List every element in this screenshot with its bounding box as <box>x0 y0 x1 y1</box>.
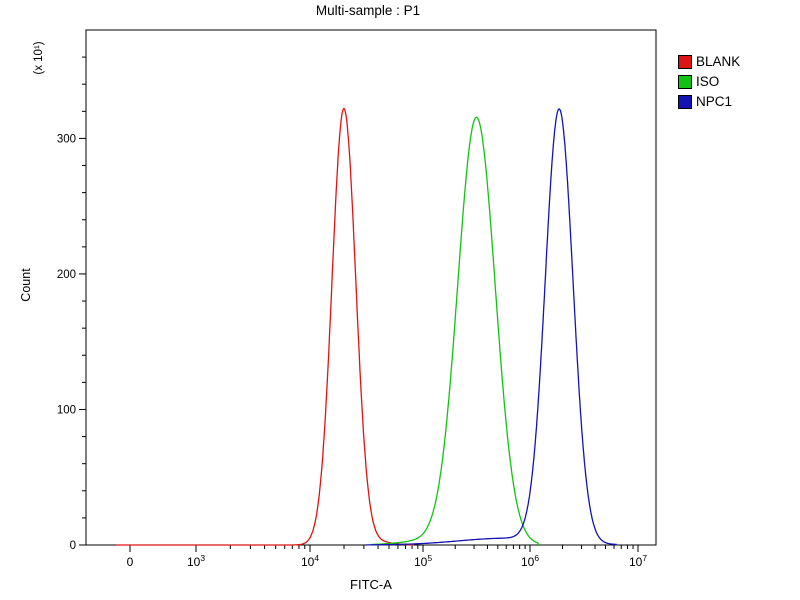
curves <box>116 107 618 546</box>
x-tick-label: 104 <box>301 553 319 569</box>
y-axis-multiplier: (x 10¹) <box>33 41 45 74</box>
legend-swatch-iso <box>678 75 692 89</box>
legend-item-iso: ISO <box>678 72 740 92</box>
x-axis-ticks <box>129 545 639 552</box>
legend-label-iso: ISO <box>696 74 720 89</box>
x-tick-label: 105 <box>414 553 432 569</box>
x-tick-label: 107 <box>629 553 647 569</box>
y-axis-ticks <box>79 56 86 546</box>
plot-border <box>85 29 657 546</box>
x-tick-label: 0 <box>127 555 134 569</box>
legend-swatch-npc1 <box>678 95 692 109</box>
axis-tick-labels: 0 100 200 300 0 103 104 105 106 107 <box>57 133 648 569</box>
legend-item-blank: BLANK <box>678 52 740 72</box>
chart-title: Multi-sample : P1 <box>316 3 420 18</box>
curve-blank <box>116 107 415 546</box>
y-tick-label: 300 <box>57 133 76 145</box>
y-axis-title: Count <box>19 268 33 302</box>
legend-item-npc1: NPC1 <box>678 92 740 112</box>
x-tick-label: 106 <box>521 553 539 569</box>
curve-npc1 <box>365 108 618 546</box>
x-axis-title: FITC-A <box>350 577 392 592</box>
y-tick-label: 0 <box>70 540 76 552</box>
legend-swatch-blank <box>678 55 692 69</box>
y-tick-label: 200 <box>57 269 76 281</box>
curve-iso <box>371 116 540 546</box>
legend: BLANK ISO NPC1 <box>678 52 740 112</box>
x-tick-label: 103 <box>187 553 205 569</box>
legend-label-npc1: NPC1 <box>696 94 733 109</box>
legend-label-blank: BLANK <box>696 54 741 69</box>
y-tick-label: 100 <box>57 404 76 416</box>
